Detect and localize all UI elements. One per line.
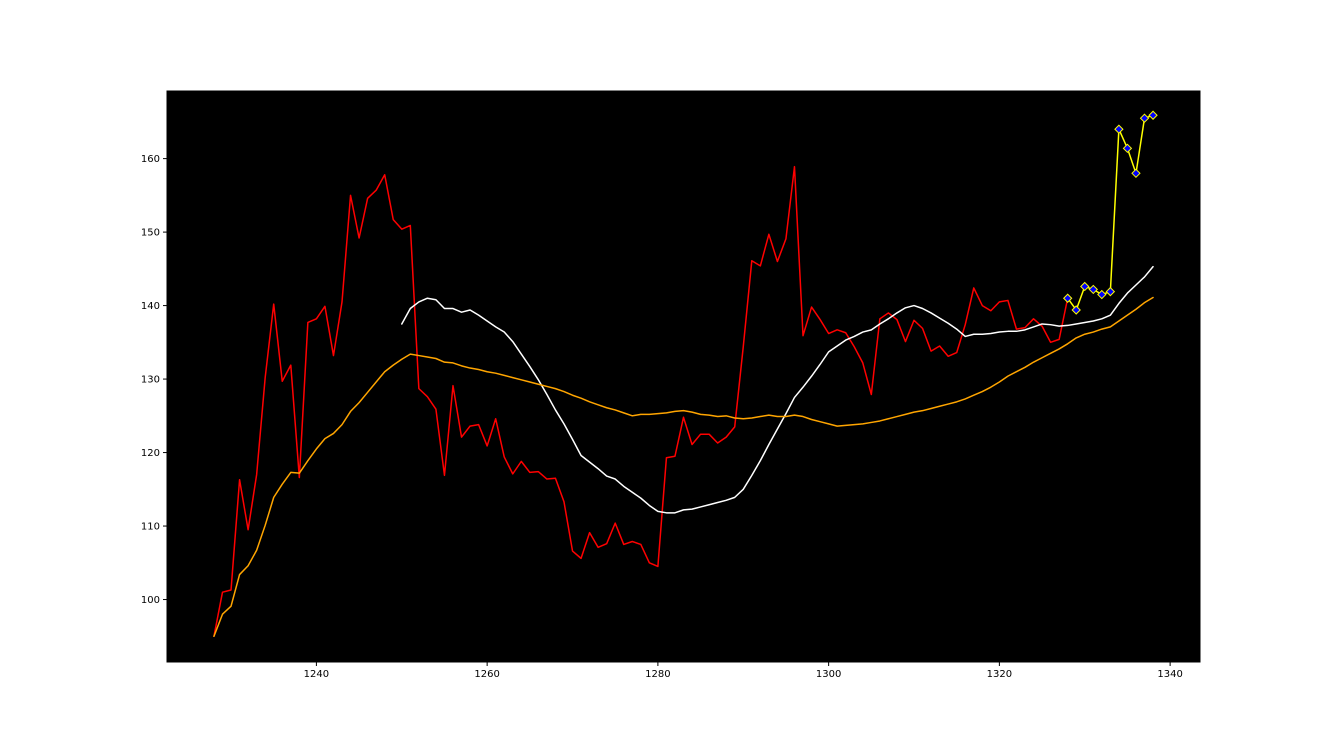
plot-area <box>167 91 1200 662</box>
y-tick-label: 130 <box>141 375 160 386</box>
x-tick-label: 1320 <box>987 669 1012 680</box>
data-point-marker <box>1097 289 1107 300</box>
data-point-marker <box>1131 168 1141 179</box>
x-axis: 1240 1260 1280 1300 1320 1340 <box>304 662 1183 680</box>
plot-frame <box>166 90 1201 663</box>
data-point-marker <box>1088 284 1098 295</box>
data-point-marker <box>1139 113 1150 123</box>
x-tick-label: 1260 <box>474 669 499 680</box>
y-tick-label: 110 <box>141 522 160 533</box>
x-tick-label: 1240 <box>304 669 329 680</box>
y-tick-label: 120 <box>141 448 160 459</box>
data-point-marker <box>1148 110 1158 120</box>
x-tick-label: 1340 <box>1157 669 1182 680</box>
y-tick-label: 160 <box>141 154 160 165</box>
data-point-marker <box>1071 305 1081 315</box>
x-tick-label: 1300 <box>816 669 841 680</box>
data-point-marker <box>1122 143 1133 154</box>
data-point-marker <box>1062 293 1073 303</box>
series-layer <box>213 114 1154 638</box>
marker-layer <box>1062 110 1158 315</box>
y-tick-label: 100 <box>141 595 160 606</box>
y-tick-label: 140 <box>141 301 160 312</box>
series-line-2 <box>213 296 1154 638</box>
data-point-marker <box>1105 286 1116 297</box>
data-point-marker <box>1080 281 1090 292</box>
y-axis: 100 110 120 130 140 150 160 <box>141 154 167 606</box>
y-tick-label: 150 <box>141 228 160 239</box>
x-tick-label: 1280 <box>645 669 670 680</box>
data-point-marker <box>1114 124 1124 134</box>
series-line-1 <box>401 265 1154 514</box>
series-line-0 <box>213 165 1069 638</box>
